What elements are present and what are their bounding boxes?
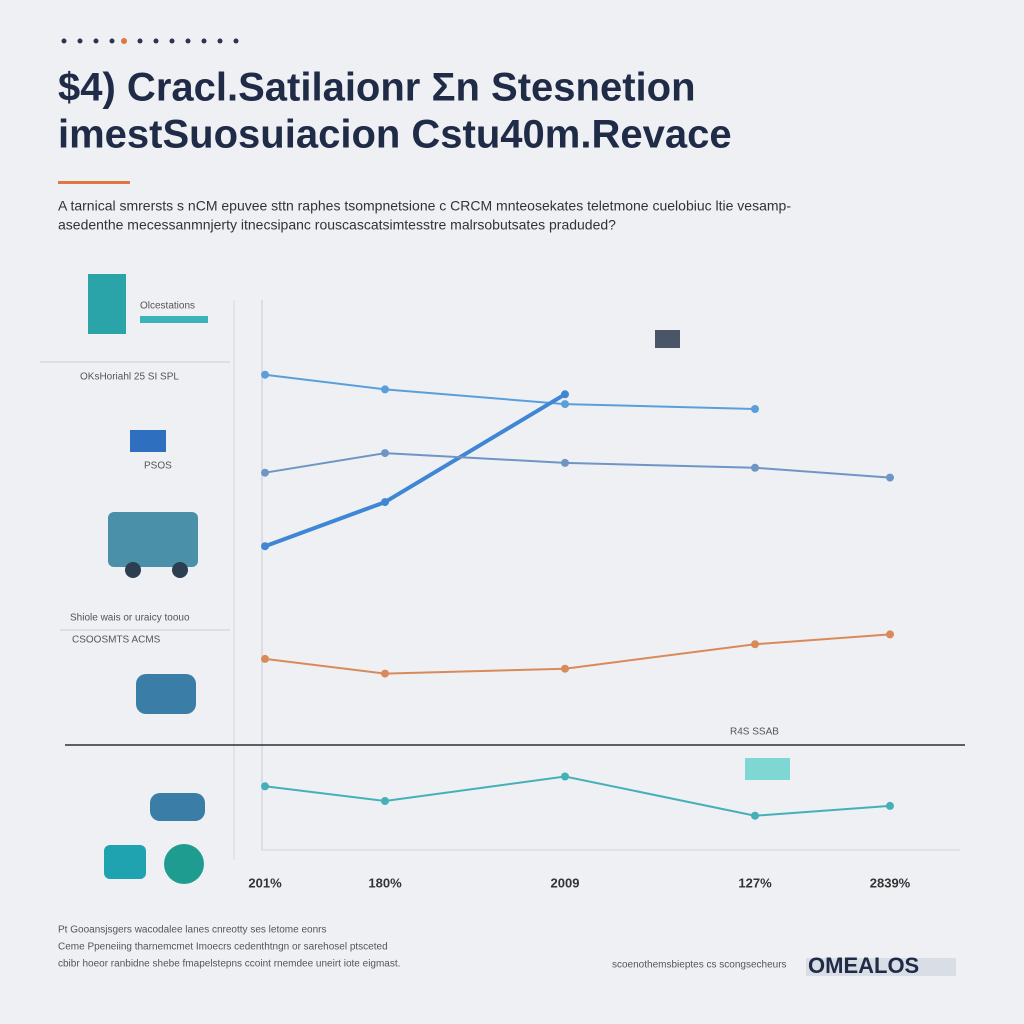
point	[886, 473, 894, 482]
footnote: Pt Gooansjsgers wacodalee lanes cnreotty…	[58, 925, 326, 936]
series-line	[264, 373, 756, 410]
point	[561, 772, 569, 781]
point	[561, 390, 569, 399]
point	[261, 654, 269, 663]
point	[261, 370, 269, 379]
annotation: OKsHoriahl 25 SI SPL	[80, 372, 179, 383]
point	[261, 468, 269, 477]
description: A tarnical smrersts s nCM epuvee sttn ra…	[58, 198, 791, 214]
point	[381, 797, 389, 805]
footnote: Ceme Ppeneiing tharnemcmet Imoecrs ceden…	[58, 942, 388, 953]
point	[381, 498, 389, 507]
x-tick-label: 2009	[551, 875, 580, 890]
point	[381, 449, 389, 458]
description: asedenthe mecessanmnjerty itnecsipanc ro…	[58, 217, 616, 233]
annotation: PSOS	[144, 461, 172, 472]
point	[751, 463, 759, 472]
series-line	[264, 392, 567, 549]
x-tick-label: 2839%	[870, 875, 911, 890]
chart-title: $4) Cracl.Satilaionr Ʃn Stesnetion	[58, 66, 696, 110]
annotation: Olcestations	[140, 301, 195, 312]
annotation: Shiole wais or uraicy toouo	[70, 613, 190, 624]
point	[561, 664, 569, 673]
x-tick-label: 127%	[738, 875, 772, 890]
point	[261, 542, 269, 551]
point	[886, 801, 894, 810]
annotation: R4S SSAB	[730, 727, 779, 738]
point	[751, 811, 759, 820]
point	[886, 630, 894, 639]
point	[751, 405, 759, 413]
footnote: cbibr hoeor ranbidne shebe fmapelstepns …	[58, 959, 400, 970]
series-line	[264, 775, 891, 817]
series-line	[264, 452, 891, 479]
x-tick-label: 201%	[248, 875, 282, 890]
point	[381, 669, 389, 678]
source: scoenothemsbieptes cs scongsecheurs	[612, 960, 787, 971]
point	[261, 782, 269, 791]
x-tick-label: 180%	[368, 875, 402, 890]
series-line	[264, 633, 891, 675]
decor	[40, 38, 965, 976]
logo: OMEALOS	[808, 953, 919, 978]
point	[751, 640, 759, 649]
point	[561, 400, 569, 409]
point	[561, 458, 569, 467]
annotation: CSOOSMTS ACMS	[72, 635, 161, 646]
point	[381, 385, 389, 394]
chart-subtitle: imestSuosuiacion Cstu40m.Revace	[58, 113, 732, 157]
